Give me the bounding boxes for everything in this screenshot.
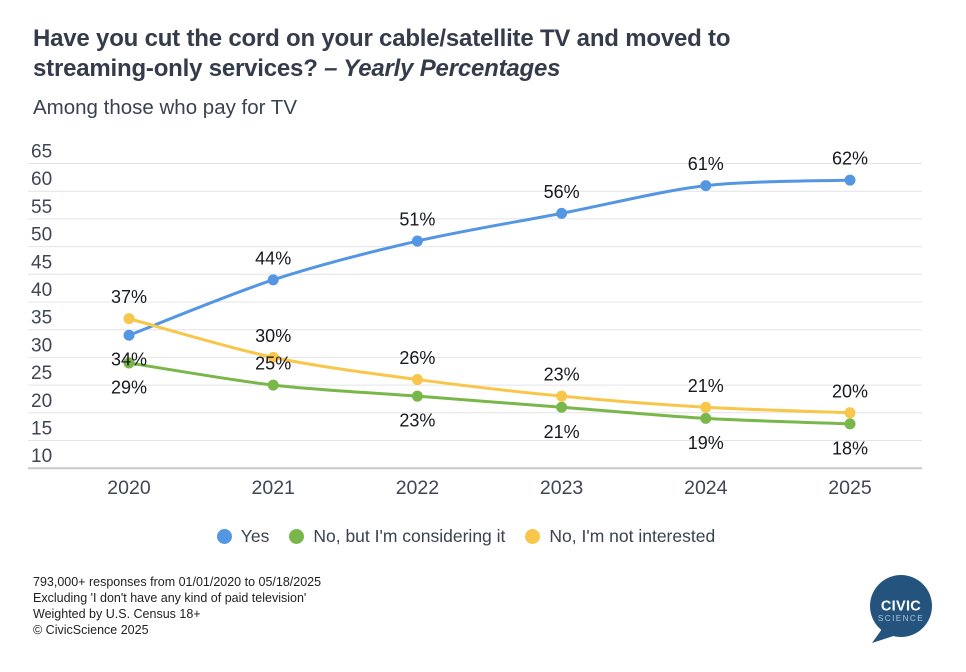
legend-swatch-icon — [216, 528, 232, 544]
data-point-label: 21% — [688, 376, 724, 396]
data-point-label: 34% — [111, 350, 147, 370]
data-point — [700, 412, 712, 424]
data-point-label: 51% — [399, 210, 435, 230]
data-point — [844, 407, 856, 419]
chart-legend: Yes No, but I'm considering it No, I'm not… — [0, 524, 932, 548]
y-axis-tick-label: 20 — [31, 391, 52, 412]
x-axis-label: 2022 — [396, 477, 439, 499]
data-point-label: 61% — [688, 154, 724, 174]
data-point — [123, 329, 135, 341]
y-axis-tick-label: 65 — [31, 142, 52, 163]
data-point-label: 23% — [544, 365, 580, 385]
data-point — [700, 401, 712, 413]
data-point-label: 62% — [832, 149, 868, 169]
data-point-label: 25% — [255, 354, 291, 374]
legend-label: Yes — [240, 525, 270, 546]
footnote-line-copyright: © CivicScience 2025 — [33, 623, 149, 637]
data-point-label: 21% — [544, 422, 580, 442]
data-point — [123, 313, 135, 325]
data-point-label: 20% — [832, 381, 868, 401]
series-line-no-i-m-not-interested — [127, 317, 852, 415]
data-point — [844, 174, 856, 186]
y-axis-tick-label: 25 — [31, 363, 52, 384]
legend-item: No, but I'm considering it — [289, 526, 505, 547]
footnote-line-excluding: Excluding 'I don't have any kind of paid… — [33, 591, 307, 605]
y-axis-tick-label: 45 — [31, 252, 52, 273]
legend-swatch-icon — [289, 528, 305, 544]
data-point — [267, 274, 279, 286]
chart-title-line1: Have you cut the cord on your cable/sate… — [33, 25, 731, 52]
x-axis-label: 2025 — [828, 477, 872, 499]
data-point-label: 37% — [111, 287, 147, 307]
y-axis-tick-label: 30 — [31, 335, 52, 356]
speech-bubble-icon — [872, 629, 895, 643]
y-axis-tick-label: 50 — [31, 225, 52, 246]
footnote-line-responses: 793,000+ responses from 01/01/2020 to 05… — [33, 575, 322, 589]
data-point — [411, 235, 423, 247]
data-point-label: 29% — [111, 377, 147, 397]
x-axis-label: 2020 — [107, 477, 151, 499]
x-axis-label: 2023 — [540, 477, 583, 499]
y-axis-tick-label: 15 — [31, 419, 52, 440]
data-point — [267, 351, 279, 363]
chart-title: Have you cut the cord on your cable/sate… — [33, 24, 893, 84]
data-point-label: 44% — [255, 248, 291, 268]
chart-title-italic: – Yearly Percentages — [324, 55, 561, 82]
civicscience-logo: CIVIC SCIENCE — [870, 575, 932, 643]
y-axis-tick-label: 10 — [31, 446, 52, 467]
legend-swatch-icon — [525, 528, 541, 544]
footnote-line-weighting: Weighted by U.S. Census 18+ — [33, 607, 201, 621]
series-line-no-but-i-m-considering-it — [127, 361, 852, 426]
data-point — [411, 374, 423, 386]
data-point-label: 23% — [399, 411, 435, 431]
data-point — [844, 418, 856, 430]
y-axis-tick-label: 60 — [31, 169, 52, 190]
legend-label: No, but I'm considering it — [313, 525, 506, 546]
data-point — [556, 401, 568, 413]
data-point-label: 19% — [688, 433, 724, 453]
chart-title-line2-plain: streaming-only services? — [33, 55, 318, 82]
x-axis-label: 2021 — [252, 477, 295, 499]
data-point — [411, 390, 423, 402]
legend-item: Yes — [216, 525, 270, 547]
data-point — [700, 180, 712, 192]
logo-text-science: SCIENCE — [878, 614, 924, 623]
y-axis-tick-label: 55 — [31, 197, 52, 218]
legend-label: No, I'm not interested — [549, 525, 716, 546]
y-axis-tick-label: 40 — [31, 280, 52, 301]
data-point — [556, 207, 568, 219]
data-point-label: 56% — [544, 182, 580, 202]
data-point-label: 26% — [399, 348, 435, 368]
chart-subtitle: Among those who pay for TV — [33, 96, 297, 119]
series-line-yes — [127, 178, 852, 337]
data-point — [267, 379, 279, 391]
data-point — [123, 357, 135, 369]
data-point-label: 18% — [832, 438, 868, 458]
data-point — [556, 390, 568, 402]
chart-title-line2: streaming-only services? – Yearly Percen… — [33, 55, 560, 82]
x-axis-label: 2024 — [684, 477, 728, 499]
data-point-label: 30% — [255, 326, 291, 346]
y-axis-tick-label: 35 — [31, 308, 52, 329]
legend-item: No, I'm not interested — [525, 526, 715, 547]
logo-text-civic: CIVIC — [881, 599, 921, 615]
footnote: 793,000+ responses from 01/01/2020 to 05… — [33, 574, 321, 638]
